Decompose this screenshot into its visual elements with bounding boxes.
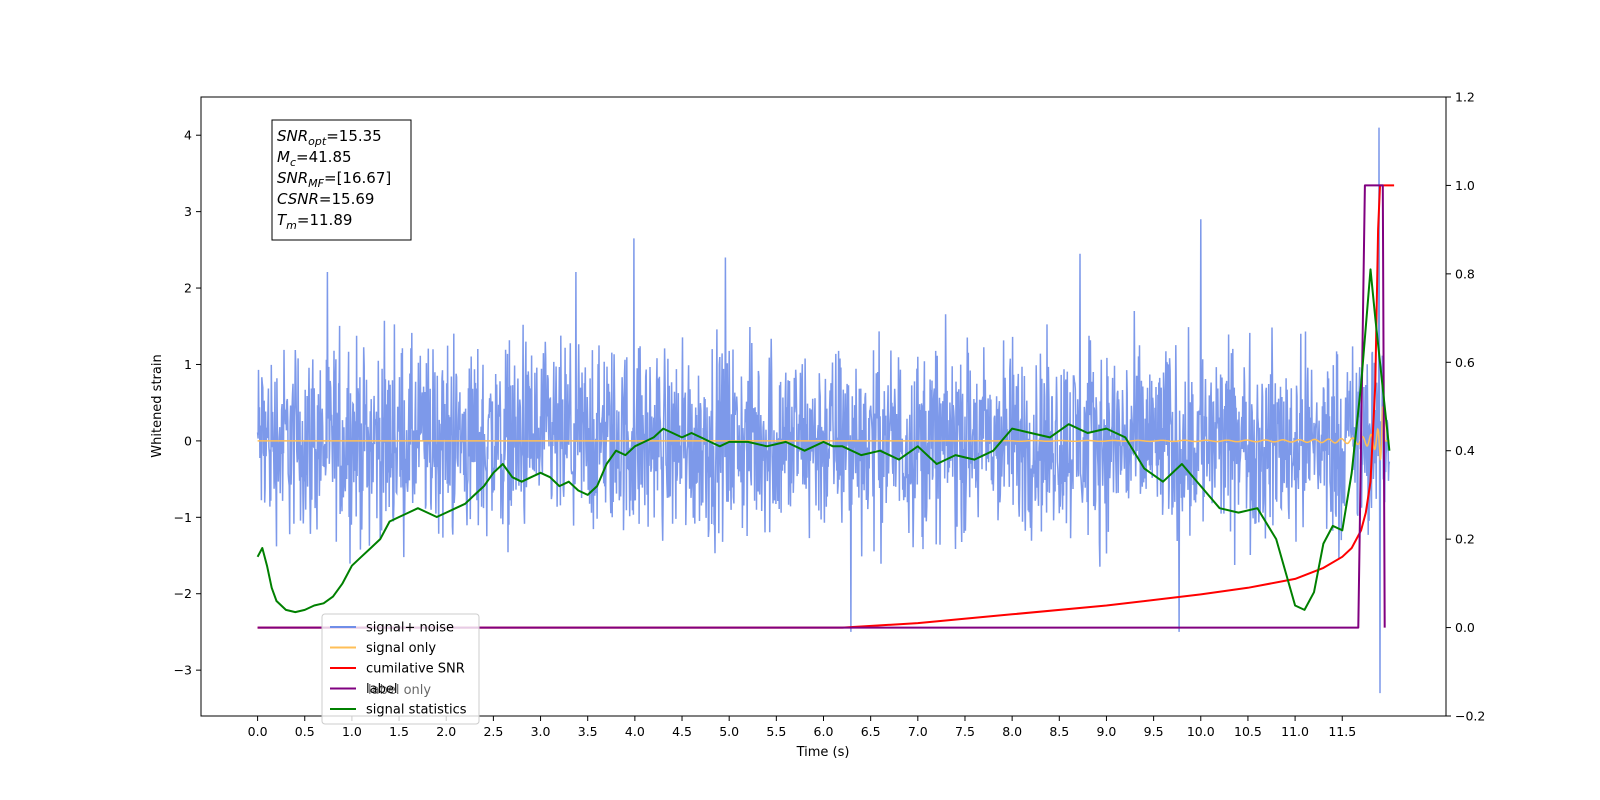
y-tick-label-left: −2 bbox=[174, 586, 192, 601]
x-tick-label: 6.0 bbox=[814, 724, 834, 739]
y-axis-right: −0.2 0.0 0.2 0.4 0.6 0.8 1.0 1.2 bbox=[1446, 90, 1485, 724]
y-tick-label-right: 0.2 bbox=[1455, 532, 1475, 547]
info-line: Tm=11.89 bbox=[277, 211, 352, 232]
y-tick-label-right: 0.8 bbox=[1455, 266, 1475, 281]
x-tick-label: 5.5 bbox=[766, 724, 786, 739]
series-signal-noise bbox=[256, 127, 1391, 694]
x-axis-label: Time (s) bbox=[796, 745, 850, 760]
y-axis-left: −3 −2 −1 0 1 2 3 4 bbox=[174, 128, 201, 678]
x-tick-label: 3.5 bbox=[578, 724, 598, 739]
series-signal-statistics bbox=[256, 268, 1391, 614]
x-tick-label: 1.5 bbox=[389, 724, 409, 739]
y-tick-label-left: 2 bbox=[184, 281, 192, 296]
x-tick-label: 7.5 bbox=[955, 724, 975, 739]
x-tick-label: 11.0 bbox=[1281, 724, 1309, 739]
x-tick-label: 10.0 bbox=[1187, 724, 1215, 739]
x-tick-label: 4.0 bbox=[625, 724, 645, 739]
x-tick-label: 8.5 bbox=[1049, 724, 1069, 739]
y-tick-label-left: 0 bbox=[184, 433, 192, 448]
y-tick-label-right: 1.2 bbox=[1455, 90, 1475, 105]
legend-label: cumilative SNR bbox=[366, 662, 465, 677]
legend-label: label bbox=[366, 682, 397, 697]
info-line: SNRMF=[16.67] bbox=[277, 169, 391, 190]
x-tick-label: 8.0 bbox=[1002, 724, 1022, 739]
info-line: Mc=41.85 bbox=[277, 148, 352, 169]
x-tick-label: 6.5 bbox=[861, 724, 881, 739]
x-tick-label: 3.0 bbox=[531, 724, 551, 739]
legend: label only signal+ noise signal only cumila… bbox=[321, 613, 480, 725]
y-tick-label-left: −1 bbox=[174, 510, 192, 525]
x-tick-label: 2.0 bbox=[436, 724, 456, 739]
info-line: CSNR=15.69 bbox=[277, 190, 374, 208]
x-tick-label: 0.0 bbox=[248, 724, 268, 739]
y-tick-label-left: −3 bbox=[174, 663, 192, 678]
x-tick-label: 9.0 bbox=[1097, 724, 1117, 739]
x-tick-label: 9.5 bbox=[1144, 724, 1164, 739]
legend-frame bbox=[321, 613, 480, 725]
x-tick-label: 5.0 bbox=[719, 724, 739, 739]
info-line: SNRopt=15.35 bbox=[277, 127, 382, 148]
series-layer bbox=[256, 127, 1395, 694]
y-tick-label-right: 0.6 bbox=[1455, 355, 1475, 370]
series-label bbox=[257, 184, 1386, 629]
x-tick-label: 7.0 bbox=[908, 724, 928, 739]
info-box-frame bbox=[271, 119, 412, 241]
legend-label: signal only bbox=[366, 641, 436, 656]
y-tick-label-right: 0.4 bbox=[1455, 443, 1475, 458]
series-cumulative-snr bbox=[257, 184, 1395, 629]
y-axis-label: Whitened strain bbox=[150, 354, 165, 457]
info-box: SNRopt=15.35Mc=41.85SNRMF=[16.67]CSNR=15… bbox=[271, 119, 412, 241]
x-axis: 0.0 0.5 1.0 1.5 2.0 2.5 3.0 3.5 4.0 4.5 5.0 5.5 6.0 6… bbox=[248, 716, 1356, 739]
x-tick-label: 1.0 bbox=[342, 724, 362, 739]
y-tick-label-left: 4 bbox=[184, 128, 192, 143]
y-tick-label-right: −0.2 bbox=[1455, 709, 1485, 724]
y-tick-label-left: 3 bbox=[184, 204, 192, 219]
y-tick-label-right: 0.0 bbox=[1455, 620, 1475, 635]
x-tick-label: 0.5 bbox=[295, 724, 315, 739]
x-tick-label: 10.5 bbox=[1234, 724, 1262, 739]
legend-hidden-label: label only bbox=[368, 683, 431, 698]
x-tick-label: 2.5 bbox=[483, 724, 503, 739]
x-tick-label: 4.5 bbox=[672, 724, 692, 739]
legend-label: signal+ noise bbox=[366, 621, 454, 636]
y-tick-label-right: 1.0 bbox=[1455, 178, 1475, 193]
y-tick-label-left: 1 bbox=[184, 357, 192, 372]
legend-label: signal statistics bbox=[366, 703, 467, 718]
x-tick-label: 11.5 bbox=[1328, 724, 1356, 739]
